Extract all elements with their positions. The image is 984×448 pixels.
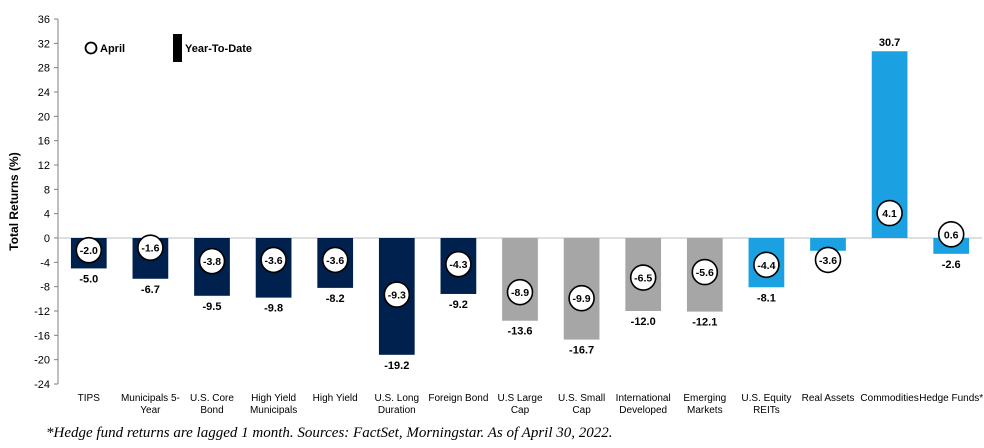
x-category-label: Markets xyxy=(687,405,723,416)
x-category-label: U.S. Small xyxy=(558,393,605,404)
april-value-label: -3.8 xyxy=(203,256,221,268)
legend-ytd-marker xyxy=(173,34,182,62)
april-value-label: 4.1 xyxy=(882,208,897,220)
ytd-value-label: -2.6 xyxy=(942,259,961,271)
april-marker xyxy=(75,236,103,264)
y-tick-label: 24 xyxy=(38,87,50,99)
x-category-label: U.S. Long xyxy=(375,393,419,404)
april-marker xyxy=(198,247,226,275)
x-category-label: TIPS xyxy=(78,393,101,404)
x-category-label: Foreign Bond xyxy=(428,393,488,404)
y-tick-label: -8 xyxy=(40,282,50,294)
april-marker xyxy=(691,258,719,286)
april-marker xyxy=(629,264,657,291)
april-value-label: -3.6 xyxy=(819,255,837,267)
ytd-value-label: 30.7 xyxy=(879,37,900,49)
april-marker xyxy=(445,250,472,278)
april-value-label: -9.3 xyxy=(388,290,406,302)
april-marker xyxy=(137,234,164,262)
y-tick-label: 32 xyxy=(38,38,50,50)
april-marker xyxy=(506,278,534,306)
ytd-value-label: -9.5 xyxy=(203,301,222,313)
x-category-label: Municipals 5- xyxy=(121,393,180,404)
april-value-label: -8.9 xyxy=(511,287,529,299)
x-category-label: U.S. Equity xyxy=(741,393,791,404)
ytd-value-label: -12.0 xyxy=(631,316,656,328)
x-category-label: Duration xyxy=(378,405,416,416)
y-tick-label: 20 xyxy=(38,111,50,123)
x-category-label: U.S Large xyxy=(497,393,542,404)
x-category-label: Real Assets xyxy=(802,393,855,404)
x-category-label: REITs xyxy=(753,405,780,416)
y-tick-label: -4 xyxy=(40,257,50,269)
april-marker xyxy=(383,281,411,308)
x-category-label: Commodities xyxy=(860,393,918,404)
y-tick-label: 12 xyxy=(38,160,50,172)
april-value-label: 0.6 xyxy=(944,229,959,241)
ytd-value-label: -19.2 xyxy=(384,360,409,372)
x-category-label: Bond xyxy=(200,405,223,416)
april-marker xyxy=(568,284,595,312)
ytd-value-label: -9.8 xyxy=(264,303,283,315)
april-value-label: -2.0 xyxy=(80,245,98,257)
y-tick-label: -24 xyxy=(34,379,50,391)
legend-april-label: April xyxy=(100,43,125,55)
april-value-label: -3.6 xyxy=(326,255,344,267)
x-category-label: Hedge Funds* xyxy=(919,393,983,404)
ytd-value-label: -8.2 xyxy=(326,293,345,305)
y-axis-title: Total Returns (%) xyxy=(7,152,21,250)
april-value-label: -4.3 xyxy=(449,259,467,271)
x-category-label: High Yield xyxy=(313,393,358,404)
ytd-bar xyxy=(810,238,846,251)
x-category-label: U.S. Core xyxy=(190,393,234,404)
x-category-label: Municipals xyxy=(250,405,297,416)
april-value-label: -9.9 xyxy=(573,293,591,305)
y-tick-label: 16 xyxy=(38,136,50,148)
y-tick-label: 36 xyxy=(38,14,50,26)
y-tick-label: 8 xyxy=(44,184,50,196)
y-tick-label: 0 xyxy=(44,233,50,245)
ytd-value-label: -6.7 xyxy=(141,284,160,296)
april-marker xyxy=(260,246,287,274)
ytd-value-label: -12.1 xyxy=(692,317,717,329)
april-value-label: -1.6 xyxy=(141,243,159,255)
april-value-label: -6.5 xyxy=(634,273,652,285)
x-category-label: Developed xyxy=(619,405,667,416)
ytd-value-label: -13.6 xyxy=(507,326,532,338)
april-marker xyxy=(753,251,780,279)
y-tick-label: 28 xyxy=(38,63,50,75)
ytd-value-label: -9.2 xyxy=(449,299,468,311)
x-category-label: Cap xyxy=(511,405,530,416)
x-category-label: High Yield xyxy=(251,393,296,404)
april-value-label: -3.6 xyxy=(265,255,283,267)
ytd-value-label: -5.0 xyxy=(79,273,98,285)
ytd-value-label: -8.1 xyxy=(757,292,776,304)
april-value-label: -5.6 xyxy=(696,267,714,279)
april-marker xyxy=(321,246,349,274)
ytd-value-label: -16.7 xyxy=(569,345,594,357)
footnote: *Hedge fund returns are lagged 1 month. … xyxy=(46,425,613,441)
legend-ytd-label: Year-To-Date xyxy=(185,43,252,55)
april-marker xyxy=(937,221,965,248)
y-tick-label: -20 xyxy=(34,355,50,367)
legend-april-marker xyxy=(84,41,98,55)
x-category-label: Year xyxy=(140,405,161,416)
y-tick-label: 4 xyxy=(44,209,50,221)
x-category-label: Emerging xyxy=(683,393,726,404)
y-tick-label: -12 xyxy=(34,306,50,318)
april-value-label: -4.4 xyxy=(757,260,775,272)
y-tick-label: -16 xyxy=(34,330,50,342)
x-category-label: International xyxy=(616,393,671,404)
april-marker xyxy=(814,246,842,274)
april-marker xyxy=(876,199,903,227)
x-category-label: Cap xyxy=(572,405,591,416)
